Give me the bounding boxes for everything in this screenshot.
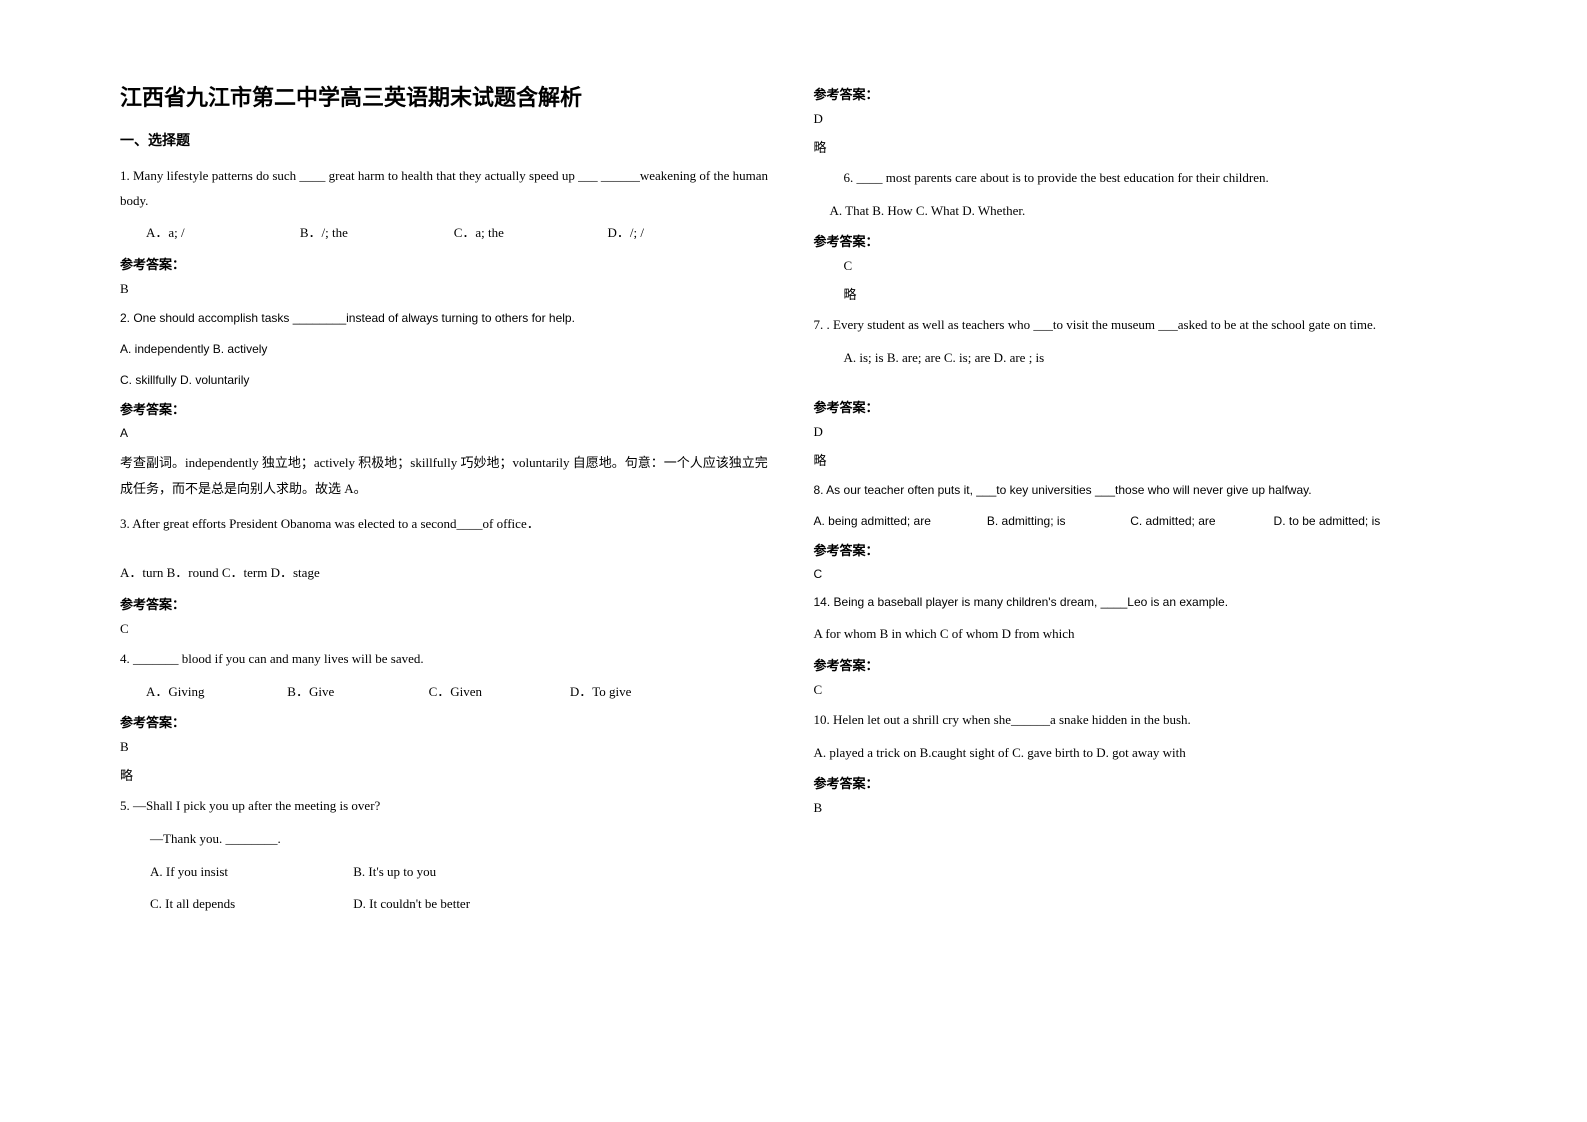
q6-opts: A. That B. How C. What D. Whether. <box>814 199 1468 224</box>
q5-answer-label: 参考答案： <box>814 84 1468 103</box>
q10-answer-label: 参考答案： <box>814 773 1468 792</box>
q1-opt-b: B．/; the <box>300 221 451 246</box>
q1-opt-a: A．a; / <box>146 221 297 246</box>
q2-explanation: 考查副词。independently 独立地；actively 积极地；skil… <box>120 450 774 502</box>
q6-answer: C <box>814 258 1468 274</box>
q4-opt-d: D．To give <box>570 680 708 705</box>
q8-opt-b: B. admitting; is <box>987 510 1127 533</box>
q4-opt-c: C．Given <box>429 680 567 705</box>
q8-opts: A. being admitted; are B. admitting; is … <box>814 510 1468 533</box>
q7-answer-label: 参考答案： <box>814 397 1468 416</box>
q9-answer: C <box>814 682 1468 698</box>
q1-stem: 1. Many lifestyle patterns do such ____ … <box>120 164 774 213</box>
q9-stem: 14. Being a baseball player is many chil… <box>814 591 1468 614</box>
q5-opt-c: C. It all depends <box>150 892 350 917</box>
q2-answer: A <box>120 426 774 440</box>
q2-opts-ab: A. independently B. actively <box>120 338 774 361</box>
q4-answer: B <box>120 739 774 755</box>
q5-omit: 略 <box>814 137 1468 156</box>
q2-answer-label: 参考答案： <box>120 399 774 418</box>
q10-answer: B <box>814 800 1468 816</box>
q2-stem: 2. One should accomplish tasks ________i… <box>120 307 774 330</box>
q6-stem: 6. ____ most parents care about is to pr… <box>814 166 1468 191</box>
q3-options: A．turn B．round C．term D．stage <box>120 561 774 586</box>
q5-opt-a: A. If you insist <box>150 860 350 885</box>
q8-opt-a: A. being admitted; are <box>814 510 984 533</box>
q2-opts-cd: C. skillfully D. voluntarily <box>120 369 774 392</box>
right-column: 参考答案： D 略 6. ____ most parents care abou… <box>794 80 1488 1082</box>
q4-options: A．Giving B．Give C．Given D．To give <box>120 680 774 705</box>
q4-stem: 4. _______ blood if you can and many liv… <box>120 647 774 672</box>
q3-opt-c: C．term <box>222 565 268 580</box>
q10-stem: 10. Helen let out a shrill cry when she_… <box>814 708 1468 733</box>
q7-answer: D <box>814 424 1468 440</box>
q6-omit: 略 <box>814 284 1468 303</box>
q5-opt-b: B. It's up to you <box>353 864 436 879</box>
q3-answer-label: 参考答案： <box>120 594 774 613</box>
q5-line2: —Thank you. ________. <box>120 827 774 852</box>
q6-answer-label: 参考答案： <box>814 231 1468 250</box>
q1-answer-label: 参考答案： <box>120 254 774 273</box>
q3-answer: C <box>120 621 774 637</box>
q1-opt-c: C．a; the <box>454 221 605 246</box>
q10-opts: A. played a trick on B.caught sight of C… <box>814 741 1468 766</box>
q5-opts-row2: C. It all depends D. It couldn't be bett… <box>120 892 774 917</box>
q7-omit: 略 <box>814 450 1468 469</box>
page-title: 江西省九江市第二中学高三英语期末试题含解析 <box>120 80 774 112</box>
q7-spacer <box>814 379 1468 393</box>
q3-opt-d: D．stage <box>271 565 320 580</box>
q5-answer: D <box>814 111 1468 127</box>
q8-answer: C <box>814 567 1468 581</box>
q4-opt-a: A．Giving <box>146 680 284 705</box>
left-column: 江西省九江市第二中学高三英语期末试题含解析 一、选择题 1. Many life… <box>100 80 794 1082</box>
q3-spacer <box>120 545 774 553</box>
q7-stem: 7. . Every student as well as teachers w… <box>814 313 1468 338</box>
q7-opts: A. is; is B. are; are C. is; are D. are … <box>814 346 1468 371</box>
q8-stem: 8. As our teacher often puts it, ___to k… <box>814 479 1468 502</box>
q8-opt-d: D. to be admitted; is <box>1274 514 1381 528</box>
q8-answer-label: 参考答案： <box>814 540 1468 559</box>
q3-opt-a: A．turn <box>120 565 163 580</box>
q5-stem: 5. —Shall I pick you up after the meetin… <box>120 794 774 819</box>
q4-opt-b: B．Give <box>287 680 425 705</box>
q9-answer-label: 参考答案： <box>814 655 1468 674</box>
q5-opt-d: D. It couldn't be better <box>353 896 470 911</box>
q3-stem: 3. After great efforts President Obanoma… <box>120 512 774 537</box>
q4-answer-label: 参考答案： <box>120 712 774 731</box>
section-heading: 一、选择题 <box>120 130 774 150</box>
q9-opts: A for whom B in which C of whom D from w… <box>814 622 1468 647</box>
q3-opt-b: B．round <box>167 565 219 580</box>
q4-omit: 略 <box>120 765 774 784</box>
q1-opt-d: D．/; / <box>608 221 759 246</box>
q5-opts-row1: A. If you insist B. It's up to you <box>120 860 774 885</box>
q8-opt-c: C. admitted; are <box>1130 510 1270 533</box>
q1-answer: B <box>120 281 774 297</box>
q1-options: A．a; / B．/; the C．a; the D．/; / <box>120 221 774 246</box>
